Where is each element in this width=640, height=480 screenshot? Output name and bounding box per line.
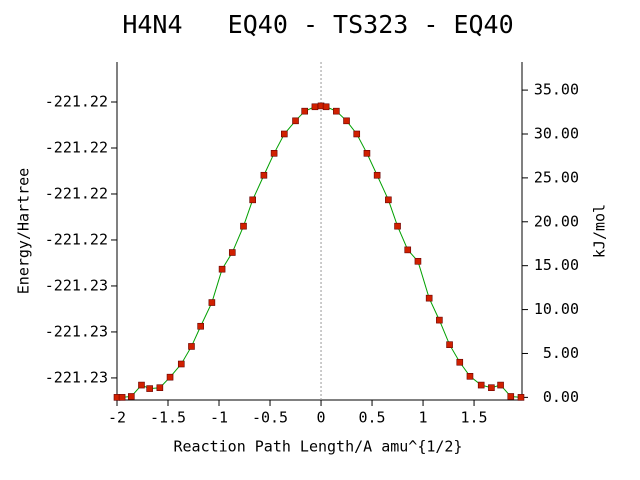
- point: [228, 249, 236, 256]
- point: [414, 257, 422, 265]
- y-tick-label: -221.22: [45, 138, 108, 156]
- y-tick-label: -221.22: [45, 93, 108, 111]
- x-tick-label: 0: [317, 409, 326, 427]
- point: [425, 294, 433, 302]
- x-tick-label: -1: [210, 409, 228, 427]
- point: [138, 381, 145, 389]
- point: [270, 150, 278, 157]
- x-tick-label: 1: [419, 409, 428, 427]
- point: [466, 372, 474, 380]
- point: [477, 381, 485, 389]
- energy-line: [117, 105, 522, 398]
- point: [156, 384, 164, 392]
- y-tick-label: -221.23: [45, 368, 108, 386]
- y-tick-label: -221.23: [45, 276, 108, 294]
- point: [488, 384, 495, 392]
- point: [281, 130, 288, 138]
- point: [333, 107, 340, 115]
- point: [456, 358, 464, 366]
- y-tick-label: -221.22: [45, 184, 108, 202]
- point: [322, 103, 330, 111]
- point: [517, 394, 525, 401]
- point: [146, 385, 153, 392]
- point: [311, 103, 319, 111]
- x-tick-label: -2: [108, 409, 126, 427]
- y2-tick-label: 20.00: [534, 212, 579, 230]
- point: [404, 246, 412, 254]
- point: [507, 393, 515, 400]
- y2-tick-label: 10.00: [534, 300, 579, 318]
- point: [292, 117, 299, 125]
- x-tick-label: -0.5: [252, 409, 288, 427]
- point: [197, 322, 204, 330]
- point: [436, 316, 443, 324]
- point: [373, 171, 381, 179]
- point: [218, 265, 226, 273]
- point: [208, 299, 216, 306]
- point: [127, 393, 135, 400]
- x-tick-label: 1.5: [461, 409, 488, 427]
- point: [240, 222, 247, 230]
- point: [385, 196, 392, 204]
- y2-tick-label: 35.00: [534, 81, 579, 99]
- y-tick-label: -221.22: [45, 230, 108, 248]
- point: [363, 150, 371, 157]
- point: [249, 196, 256, 204]
- y2-tick-label: 5.00: [543, 344, 579, 362]
- x-axis-label: Reaction Path Length/A amu^{1/2}: [174, 438, 463, 456]
- point: [497, 381, 504, 389]
- point: [118, 394, 126, 401]
- y-axis-label: Energy/Hartree: [15, 168, 33, 294]
- y2-tick-label: 30.00: [534, 124, 579, 142]
- y2-axis-label: kJ/mol: [591, 204, 609, 258]
- point: [394, 222, 401, 230]
- point: [166, 373, 174, 381]
- y-tick-label: -221.23: [45, 322, 108, 340]
- point: [188, 343, 195, 350]
- x-tick-label: -1.5: [150, 409, 186, 427]
- point: [446, 341, 453, 348]
- chart-title: H4N4 EQ40 - TS323 - EQ40: [122, 10, 513, 39]
- x-tick-label: 0.5: [358, 409, 385, 427]
- point: [343, 117, 350, 125]
- y2-tick-label: 25.00: [534, 168, 579, 186]
- point: [353, 130, 361, 138]
- point: [177, 360, 185, 368]
- point: [301, 107, 309, 115]
- y2-tick-label: 15.00: [534, 256, 579, 274]
- y2-tick-label: 0.00: [543, 388, 579, 406]
- point: [260, 171, 268, 179]
